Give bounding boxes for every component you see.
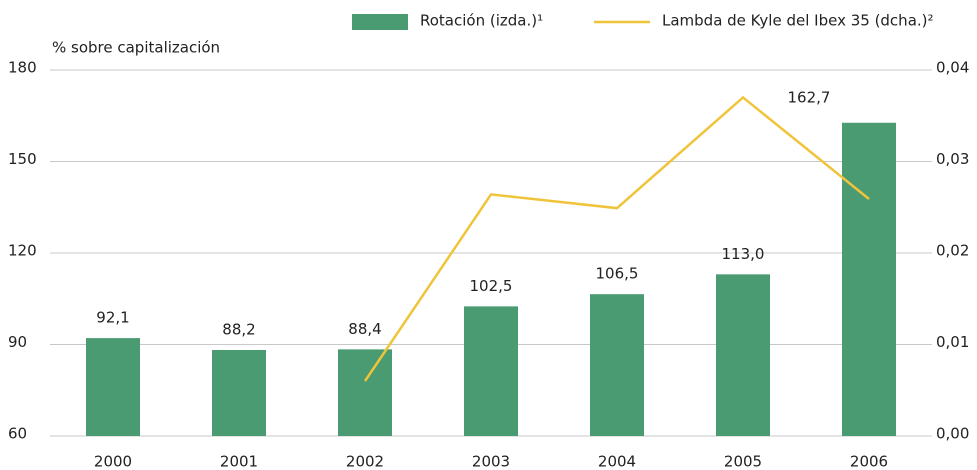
value-label: 88,4 [348,320,381,338]
value-label: 102,5 [470,277,513,295]
bar [716,274,770,436]
y2-tick-label: 0,03 [936,150,969,168]
y2-tick-label: 0,04 [936,59,969,77]
value-label: 113,0 [722,245,765,263]
value-label: 88,2 [222,320,255,338]
legend-label: Lambda de Kyle del Ibex 35 (dcha.)² [662,12,934,30]
bar [842,122,896,436]
value-label: 92,1 [96,309,129,327]
y-tick-label: 60 [8,425,27,443]
bar [338,349,392,436]
value-label: 106,5 [596,265,639,283]
value-label: 162,7 [788,89,831,107]
y-axis-label: % sobre capitalización [52,39,220,57]
y-tick-label: 90 [8,333,27,351]
bar [590,294,644,436]
bar [86,338,140,436]
x-tick-label: 2006 [850,453,888,470]
y2-tick-label: 0,00 [936,425,969,443]
x-tick-label: 2000 [94,453,132,470]
line [363,95,870,382]
y2-tick-label: 0,02 [936,242,969,260]
y-tick-label: 180 [8,59,37,77]
x-tick-label: 2001 [220,453,258,470]
y2-tick-label: 0,01 [936,333,969,351]
bar [212,349,266,436]
x-tick-label: 2005 [724,453,762,470]
x-tick-label: 2002 [346,453,384,470]
legend-swatch [352,14,408,30]
x-tick-label: 2004 [598,453,636,470]
bar [464,306,518,436]
legend-label: Rotación (izda.)¹ [420,12,543,30]
y-tick-label: 150 [8,150,37,168]
x-tick-label: 2003 [472,453,510,470]
y-tick-label: 120 [8,242,37,260]
